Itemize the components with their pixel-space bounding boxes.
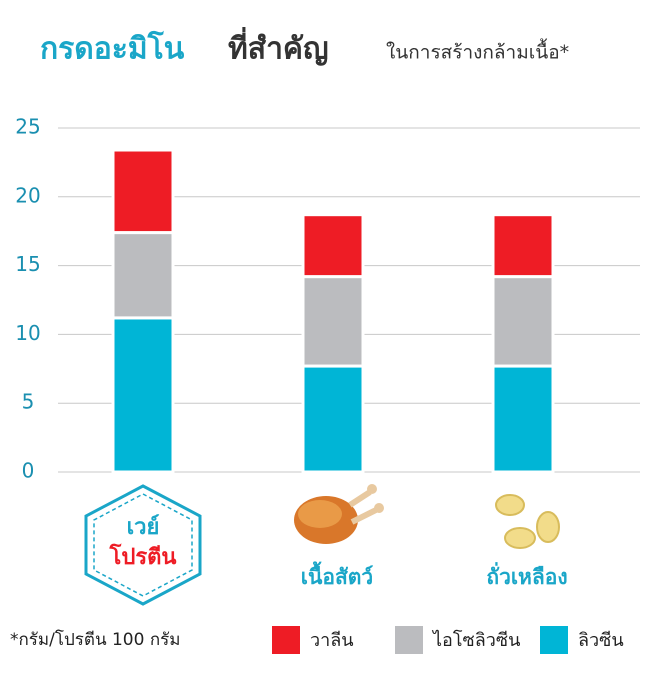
y-tick-label: 5	[22, 390, 35, 414]
legend-swatch	[395, 626, 423, 654]
category-label: ถั่วเหลือง	[486, 561, 567, 589]
y-tick-label: 10	[15, 321, 40, 345]
bar-segment	[491, 213, 555, 279]
category-label: เนื้อสัตว์	[301, 561, 373, 589]
category-label: โปรตีน	[109, 543, 177, 570]
bar-segment	[491, 364, 555, 474]
category-label: เวย์	[127, 514, 160, 540]
legend-swatch	[272, 626, 300, 654]
legend-label: ลิวซีน	[578, 630, 624, 651]
footnote: *กรัม/โปรตีน 100 กรัม	[10, 629, 180, 650]
beans-icon	[495, 494, 560, 549]
chicken-icon	[294, 484, 384, 544]
legend-label: วาลีน	[310, 630, 354, 651]
bar-segment	[111, 148, 175, 235]
title-part: ในการสร้างกล้ามเนื้อ*	[386, 39, 569, 64]
bar-segment	[301, 364, 365, 474]
bar-segment	[491, 275, 555, 368]
legend-label: ไอโซลิวซีน	[431, 629, 520, 651]
y-tick-label: 25	[15, 115, 40, 139]
hexagon-inner	[93, 493, 193, 597]
y-tick-label: 0	[22, 459, 35, 483]
y-tick-label: 15	[15, 252, 40, 276]
y-tick-label: 20	[15, 183, 40, 207]
bar-segment	[111, 231, 175, 320]
title-part: กรดอะมิโน	[40, 30, 185, 67]
bar-segment	[301, 275, 365, 368]
hexagon-badge	[84, 484, 202, 606]
title-part: ที่สำคัญ	[228, 27, 329, 67]
bar-segment	[111, 316, 175, 474]
legend-swatch	[540, 626, 568, 654]
bar-segment	[301, 213, 365, 279]
